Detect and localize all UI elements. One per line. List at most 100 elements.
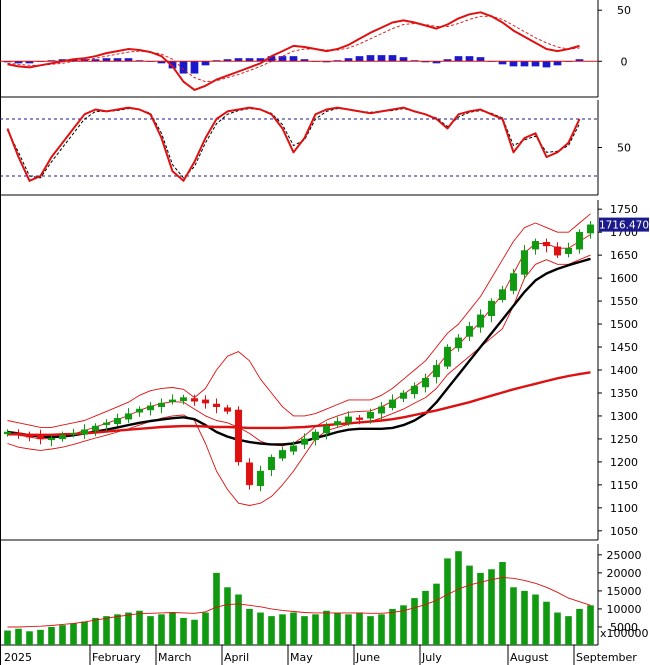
price-upper-band: [7, 213, 591, 428]
stochastic-reference-lines: [0, 118, 598, 177]
volume-bar: [521, 590, 528, 645]
macd-histogram-bar: [201, 61, 210, 66]
x-axis-month-label: July: [421, 651, 442, 664]
volume-bar: [268, 616, 275, 645]
volume-tick-label: 15000: [607, 585, 642, 598]
macd-histogram-bar: [355, 56, 364, 62]
price-candle-body: [432, 365, 441, 378]
volume-bar: [356, 612, 363, 645]
price-candle-body: [399, 392, 408, 399]
price-moving-average-long: [7, 371, 591, 436]
price-candle-body: [168, 399, 177, 402]
price-candle-body: [333, 421, 342, 425]
volume-bar: [48, 626, 55, 645]
volume-bar: [323, 610, 330, 645]
volume-bar: [389, 608, 396, 645]
volume-bar: [125, 612, 132, 645]
price-candle-body: [520, 250, 529, 275]
price-candle-body: [289, 445, 298, 452]
price-candle-body: [366, 412, 375, 419]
volume-volume-average: [7, 577, 591, 628]
x-axis: 2025 February March April May June July August S…: [4, 651, 637, 664]
price-tick-label: 1050: [610, 525, 638, 538]
volume-bar: [136, 610, 143, 645]
volume-panel: 25000 20000 15000 10000 5000 x100000: [4, 549, 649, 645]
stochastic-lines: [6, 106, 581, 182]
macd-histogram-bar: [498, 61, 507, 65]
volume-bar: [378, 614, 385, 645]
macd-histogram-bar: [421, 61, 430, 63]
price-candle-body: [388, 399, 397, 408]
volume-bar: [246, 608, 253, 645]
volume-bar: [466, 565, 473, 645]
macd-histogram-bar: [388, 55, 397, 62]
macd-histogram-bar: [542, 61, 551, 68]
volume-bar: [433, 583, 440, 645]
price-tick-label: 1750: [610, 203, 638, 216]
volume-bar: [345, 614, 352, 645]
price-overlays: [7, 213, 591, 506]
price-tick-label: 1450: [610, 341, 638, 354]
macd-histogram-bar: [58, 59, 67, 62]
price-candle-body: [476, 314, 485, 328]
macd-histogram-bar: [553, 61, 562, 66]
price-candle-body: [25, 435, 34, 438]
macd-histogram-bar: [322, 61, 331, 63]
month-separators: [89, 645, 575, 665]
macd-histogram-bar: [157, 61, 166, 64]
volume-bar: [169, 612, 176, 645]
macd-histogram-bar: [443, 59, 452, 62]
macd-histogram-bar: [124, 58, 133, 62]
price-candle-body: [102, 422, 111, 425]
price-candle-body: [58, 434, 67, 440]
macd-histogram-bar: [190, 61, 199, 74]
stochastic-k-line: [6, 106, 581, 182]
macd-histogram-bar: [223, 59, 232, 62]
macd-histogram-bar: [168, 61, 177, 69]
volume-bar: [191, 619, 198, 645]
last-price-badge-bg: [599, 217, 649, 232]
macd-tick-label: 50: [617, 4, 631, 17]
macd-histogram-bar: [212, 60, 221, 62]
price-candle-body: [454, 337, 463, 349]
volume-tick-label: 25000: [607, 549, 642, 562]
price-candles: [3, 221, 595, 492]
volume-bar: [532, 594, 539, 645]
x-axis-month-label: August: [510, 651, 549, 664]
volume-bar: [312, 614, 319, 645]
volume-bar: [290, 612, 297, 645]
price-candle-body: [256, 470, 265, 487]
volume-bar: [455, 551, 462, 645]
macd-histogram-bar: [179, 61, 188, 74]
price-candle-body: [322, 425, 331, 434]
macd-histogram-bar: [454, 56, 463, 62]
macd-histogram-bar: [410, 60, 419, 62]
price-candle-body: [553, 246, 562, 256]
price-tick-label: 1600: [610, 272, 638, 285]
price-candle-body: [212, 403, 221, 408]
volume-bar: [422, 590, 429, 645]
panel-frames: [0, 0, 599, 665]
volume-bar: [279, 614, 286, 645]
volume-bar: [400, 605, 407, 645]
volume-bar: [301, 616, 308, 645]
price-candle-body: [201, 399, 210, 404]
macd-histogram-bar: [69, 59, 78, 62]
volume-bar: [26, 631, 33, 645]
x-axis-month-label: February: [92, 651, 141, 664]
volume-tick-label: 5000: [610, 621, 638, 634]
price-tick-label: 1350: [610, 387, 638, 400]
macd-histogram-bar: [476, 57, 485, 62]
price-candle-body: [135, 408, 144, 413]
volume-bar: [180, 617, 187, 645]
volume-bar: [477, 572, 484, 645]
price-candle-body: [344, 416, 353, 423]
price-candle-body: [355, 417, 364, 420]
price-candle-body: [564, 247, 573, 255]
x-axis-month-label: May: [290, 651, 313, 664]
macd-histogram-bar: [47, 60, 56, 62]
price-candle-body: [531, 241, 540, 250]
macd-histogram-bar: [432, 61, 441, 64]
x-axis-month-label: March: [158, 651, 192, 664]
price-panel: 1750170016501600155015001450140013501300…: [3, 203, 649, 538]
